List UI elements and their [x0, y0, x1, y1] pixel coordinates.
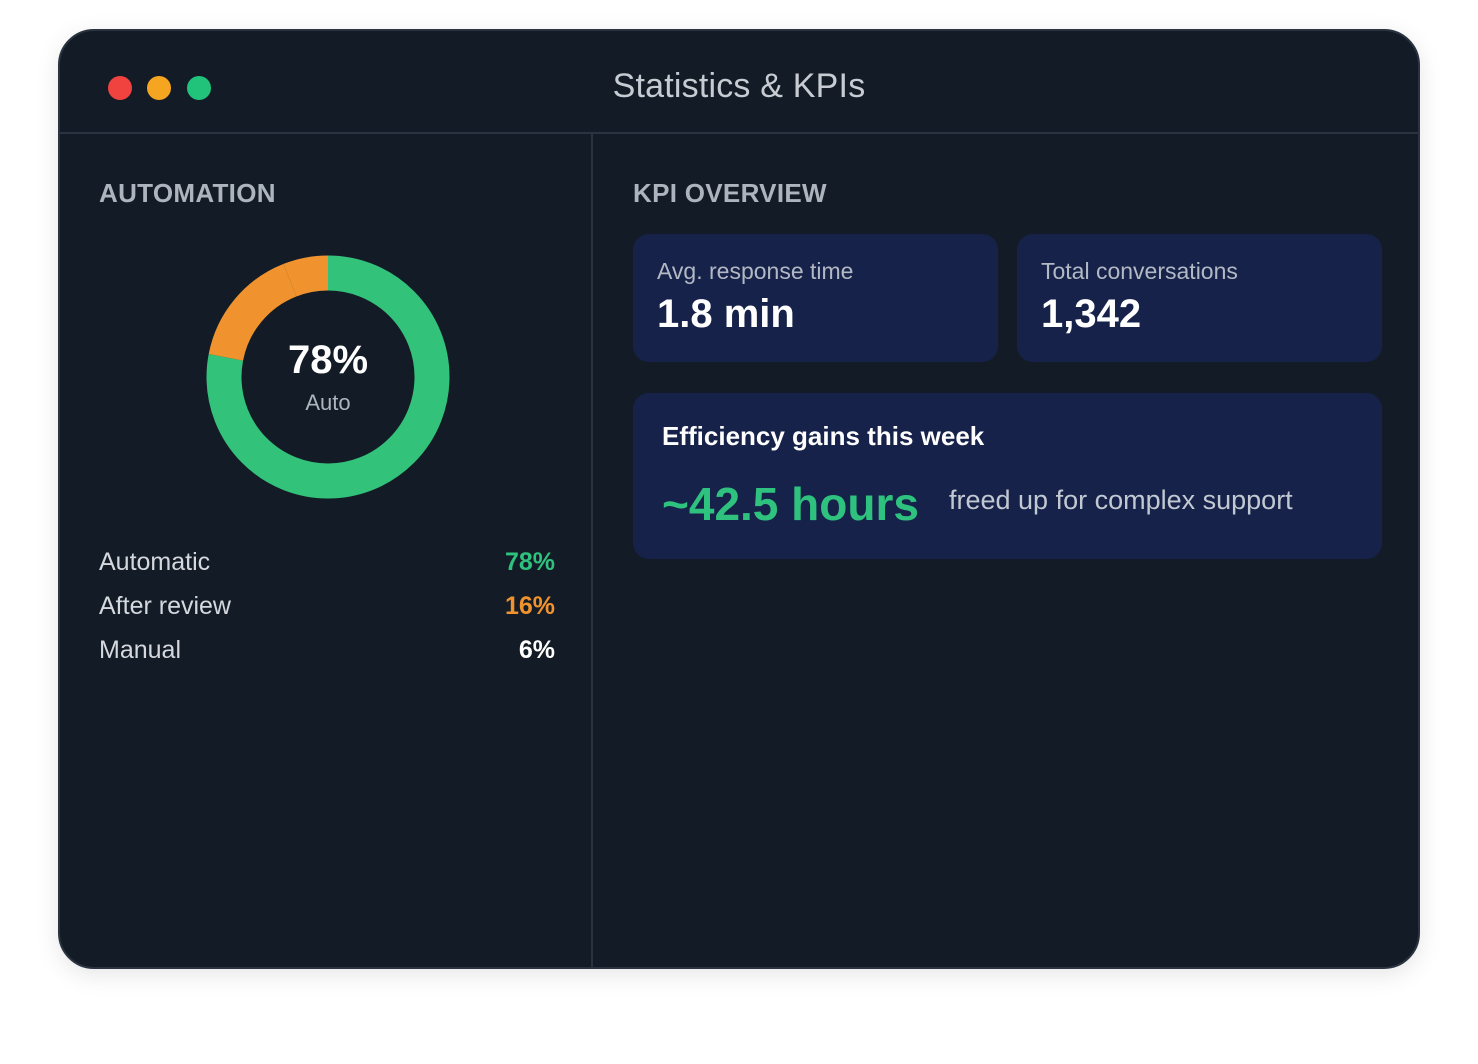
kpi-panel: KPI OVERVIEW Avg. response time 1.8 min …: [593, 134, 1418, 967]
donut-segment-manual: [206, 255, 450, 499]
donut-center: 78% Auto: [205, 254, 451, 500]
automation-legend: Automatic 78% After review 16% Manual 6%: [99, 548, 555, 680]
efficiency-title: Efficiency gains this week: [662, 421, 985, 451]
efficiency-caption: freed up for complex support: [949, 485, 1293, 515]
legend-value: 16%: [504, 592, 555, 620]
kpi-card-response-time: Avg. response time 1.8 min: [633, 234, 998, 362]
close-window-button[interactable]: [108, 76, 132, 100]
kpi-card-total-conversations: Total conversations 1,342: [1017, 234, 1382, 362]
efficiency-value: ~42.5 hours: [662, 478, 919, 530]
minimize-window-button[interactable]: [147, 76, 171, 100]
maximize-window-button[interactable]: [187, 76, 211, 100]
window-title: Statistics & KPIs: [612, 67, 866, 105]
automation-heading: AUTOMATION: [99, 178, 276, 208]
kpi-card-label: Avg. response time: [657, 258, 854, 284]
legend-label: After review: [99, 592, 231, 620]
legend-label: Automatic: [99, 548, 211, 576]
legend-value: 78%: [504, 548, 555, 576]
automation-donut-chart: 78% Auto: [205, 254, 451, 500]
title-bar: Statistics & KPIs: [60, 31, 1418, 134]
legend-row-automatic: Automatic 78%: [99, 548, 555, 592]
kpi-card-value: 1.8 min: [657, 292, 795, 336]
donut-center-label: Auto: [305, 390, 351, 415]
efficiency-card: Efficiency gains this week ~42.5 hours f…: [633, 393, 1382, 559]
donut-center-value: 78%: [287, 338, 369, 382]
legend-row-manual: Manual 6%: [99, 636, 555, 680]
legend-label: Manual: [99, 636, 181, 664]
donut-svg: [206, 255, 450, 499]
legend-value: 6%: [518, 636, 555, 664]
stats-window: Statistics & KPIs AUTOMATION 78% Auto Au…: [58, 29, 1420, 969]
kpi-card-value: 1,342: [1041, 292, 1142, 336]
automation-panel: AUTOMATION 78% Auto Automatic 78% After …: [60, 134, 593, 967]
legend-row-after-review: After review 16%: [99, 592, 555, 636]
kpi-heading: KPI OVERVIEW: [633, 178, 827, 208]
kpi-card-label: Total conversations: [1041, 258, 1238, 284]
